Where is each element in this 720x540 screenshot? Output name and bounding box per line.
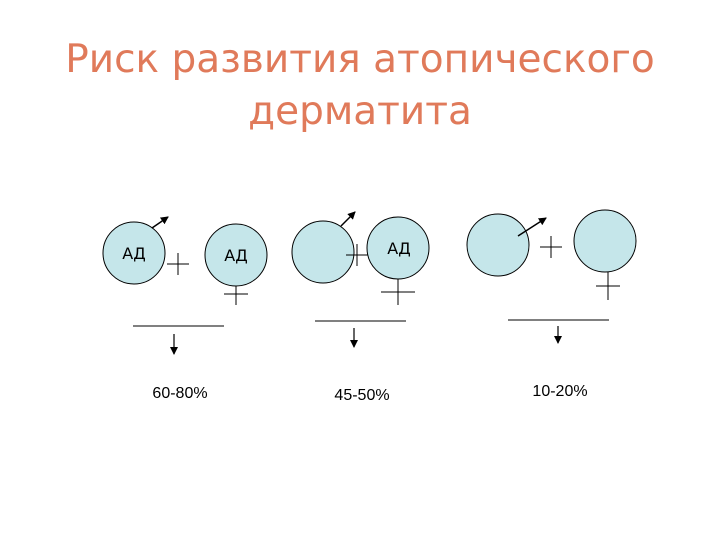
mother-label: АД: [224, 246, 247, 265]
cross-symbol-icon: [167, 253, 189, 275]
group-3: 10-20%: [466, 209, 637, 400]
father-circle: [466, 213, 530, 277]
male-arrow-icon: [151, 216, 169, 229]
group-2: АД 45-50%: [291, 211, 430, 404]
cross-symbol-icon: [346, 244, 368, 266]
risk-value: 10-20%: [532, 383, 587, 400]
title-line-1: Риск развития атопического: [65, 37, 655, 82]
group-1: АД АД 60-80%: [102, 216, 268, 402]
father-circle: [102, 221, 166, 285]
mother-symbol: [573, 209, 637, 300]
mother-symbol: АД: [366, 216, 430, 305]
slide-title: Риск развития атопического дерматита: [40, 34, 680, 138]
father-symbol: [291, 211, 356, 284]
father-symbol: АД: [102, 216, 169, 285]
male-arrow-icon: [517, 217, 547, 237]
female-cross-icon: [596, 272, 620, 300]
female-cross-icon: [381, 279, 415, 305]
father-symbol: [466, 213, 547, 277]
title-line-2: дерматита: [248, 89, 472, 134]
father-label: АД: [122, 244, 145, 263]
cross-symbol-icon: [540, 236, 562, 258]
mother-label: АД: [387, 239, 410, 258]
female-cross-icon: [224, 286, 248, 305]
father-circle: [291, 220, 355, 284]
male-arrow-icon: [340, 211, 356, 227]
risk-value: 45-50%: [334, 387, 389, 404]
risk-value: 60-80%: [152, 385, 207, 402]
mother-symbol: АД: [204, 223, 268, 305]
mother-circle: [573, 209, 637, 273]
